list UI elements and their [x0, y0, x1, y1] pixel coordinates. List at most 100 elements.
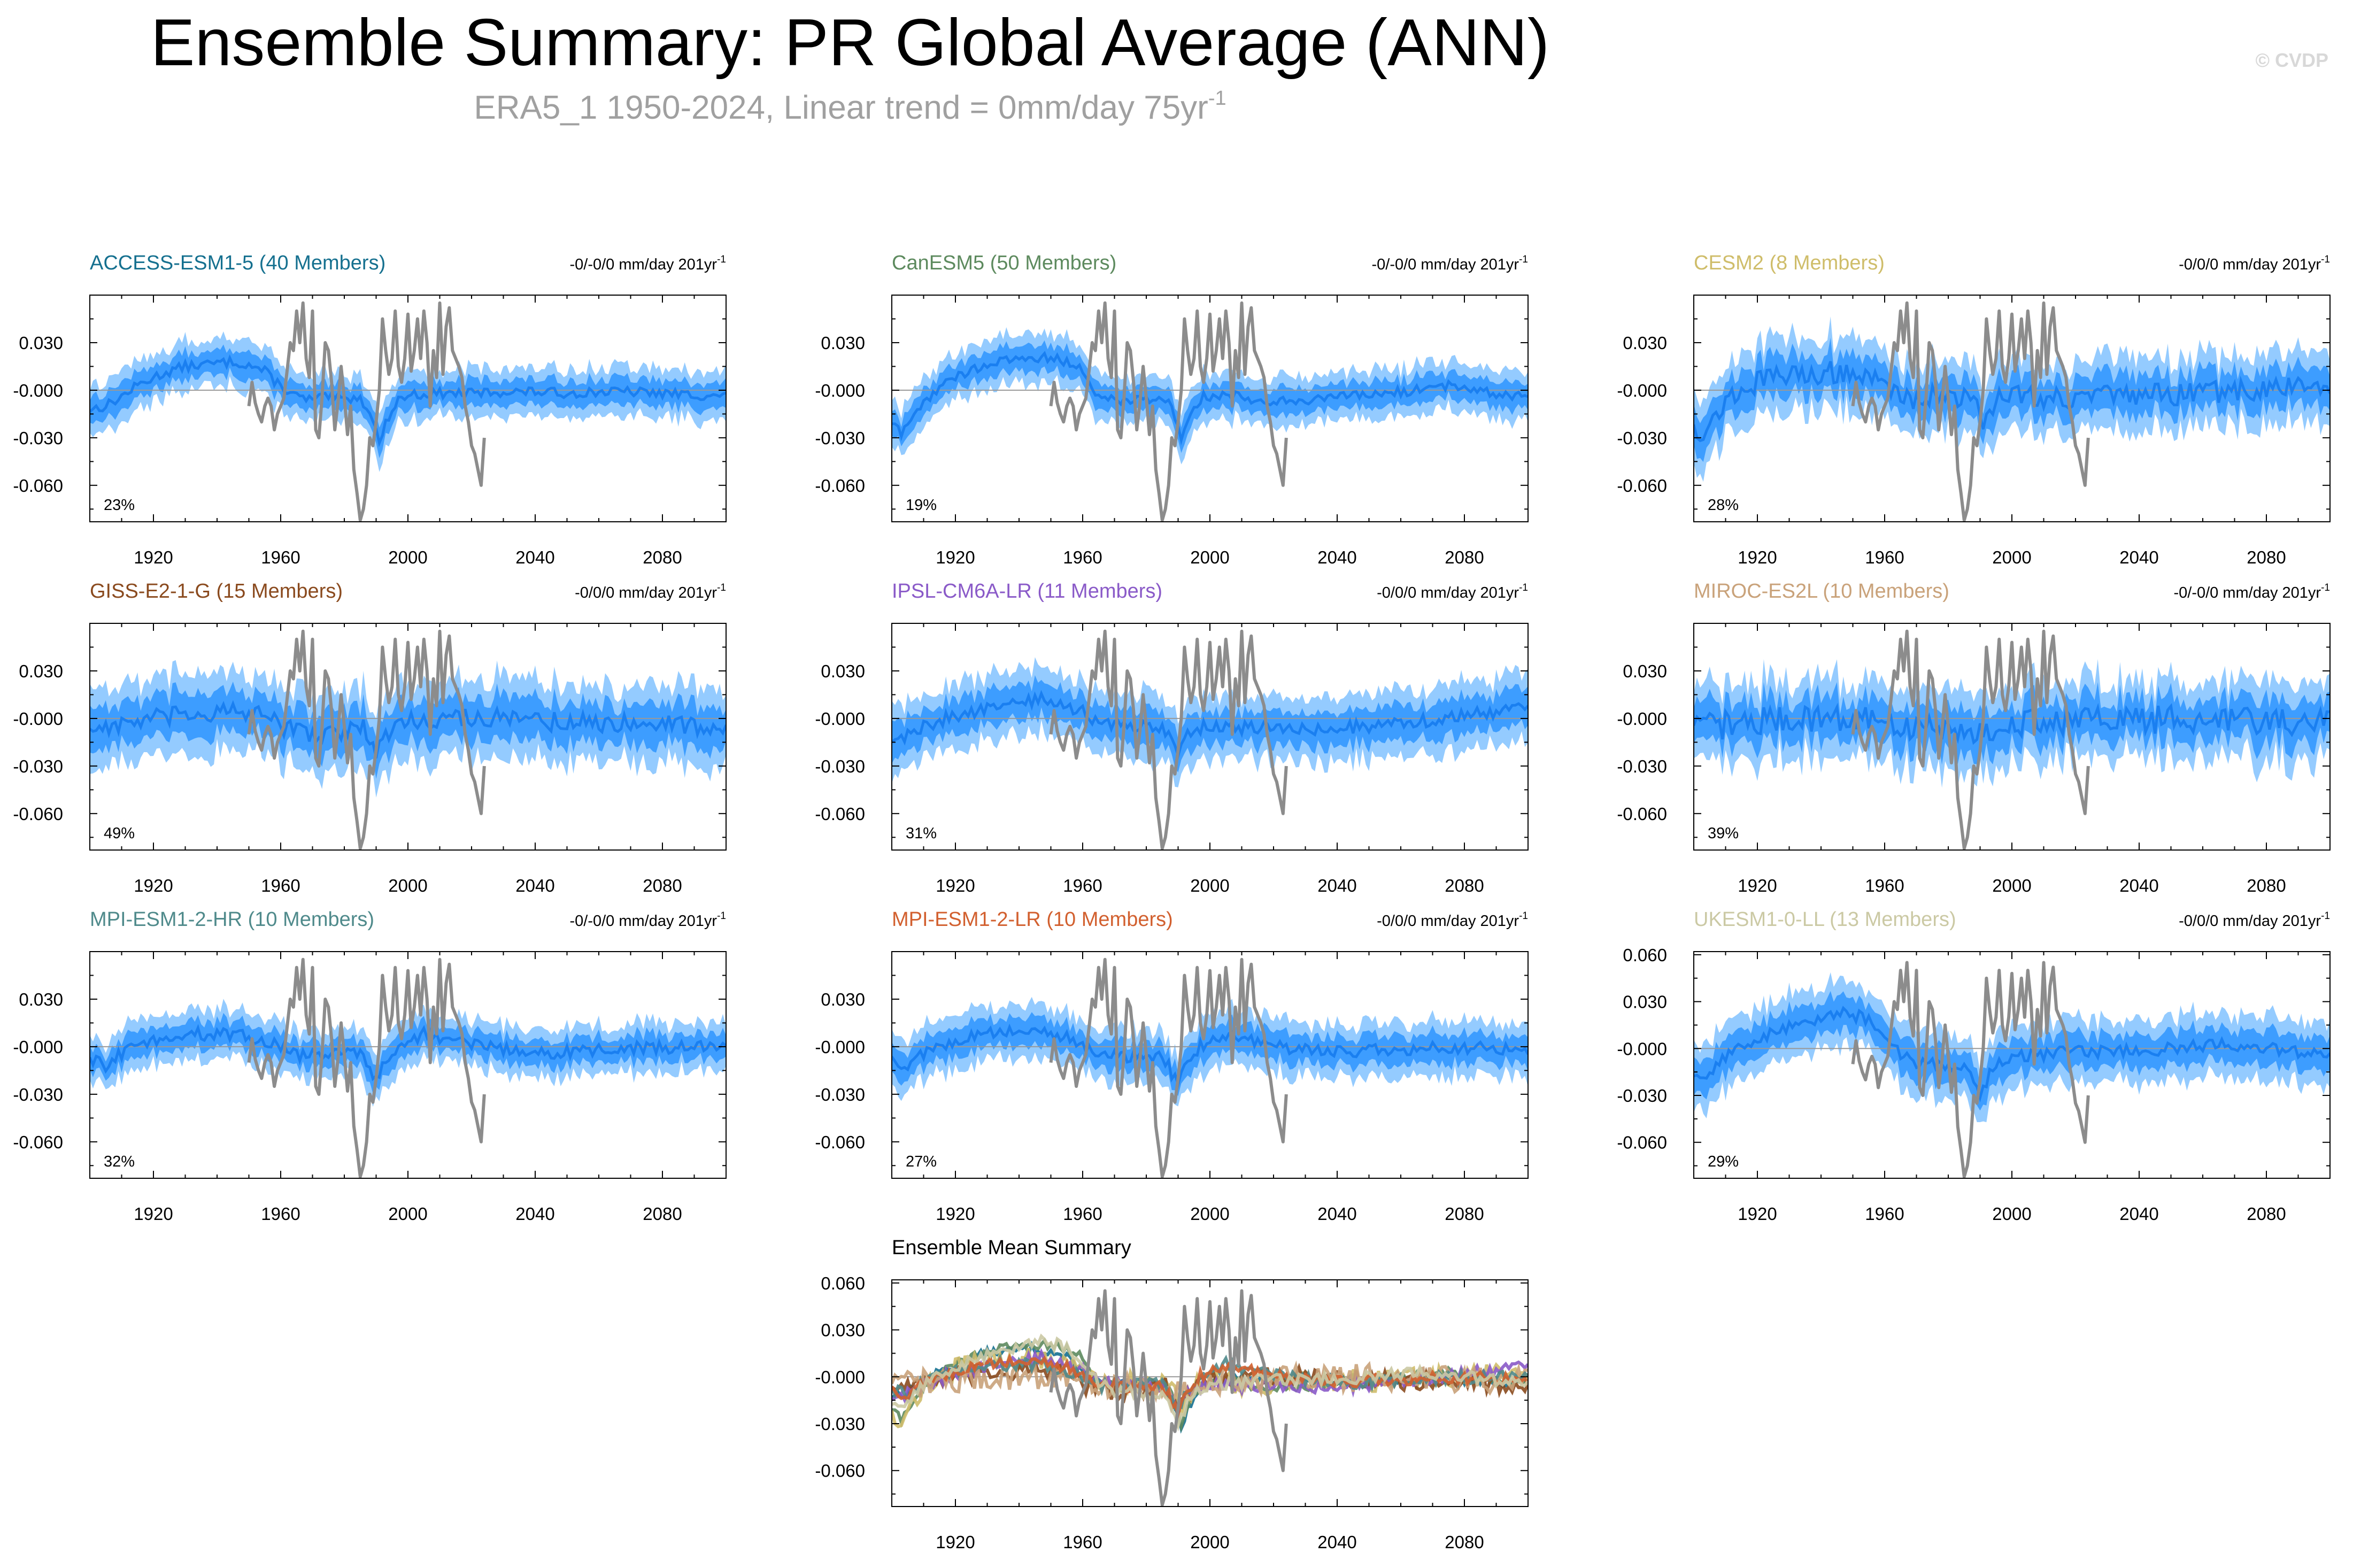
- y-tick-label: 0.060: [1623, 945, 1667, 965]
- panel-trend-label: -0/0/0 mm/day 201yr-1: [2179, 254, 2330, 273]
- summary-model-line: [892, 1333, 1528, 1432]
- panel-percent-label: 31%: [906, 825, 937, 842]
- panel-title: MPI-ESM1-2-LR (10 Members): [892, 908, 1173, 931]
- panel-title: UKESM1-0-LL (13 Members): [1694, 908, 1956, 931]
- x-tick-label: 2080: [2247, 876, 2286, 895]
- y-tick-label: -0.030: [1617, 1086, 1667, 1106]
- ensemble-inner-band: [1694, 682, 2330, 765]
- y-tick-label: -0.060: [1617, 1133, 1667, 1153]
- x-tick-label: 1960: [261, 876, 300, 895]
- x-tick-label: 1960: [1865, 876, 1904, 895]
- y-tick-label: -0.000: [1617, 381, 1667, 400]
- y-tick-label: -0.000: [1617, 709, 1667, 729]
- panel-plot-area: [90, 629, 726, 850]
- x-tick-label: 1960: [261, 547, 300, 567]
- y-tick-label: -0.030: [1617, 756, 1667, 776]
- observations-line: [1049, 957, 1288, 1178]
- panel-percent-label: 29%: [1708, 1153, 1739, 1170]
- observations-line: [1851, 961, 2090, 1178]
- chart-panel-6: MPI-ESM1-2-HR (10 Members) -0/-0/0 mm/day…: [13, 908, 727, 1224]
- chart-panel-3: GISS-E2-1-G (15 Members) -0/0/0 mm/day 20…: [13, 580, 727, 895]
- panel-trend-label: -0/-0/0 mm/day 201yr-1: [569, 910, 726, 930]
- panel-plot-area: [1694, 629, 2330, 850]
- panel-trend-text: -0/0/0 mm/day 201yr: [1377, 913, 1519, 930]
- page-title: Ensemble Summary: PR Global Average (ANN…: [151, 6, 1549, 80]
- y-tick-label: -0.030: [815, 756, 865, 776]
- x-tick-label: 1960: [1063, 547, 1102, 567]
- y-tick-label: -0.000: [815, 1367, 865, 1387]
- x-tick-label: 2000: [388, 1204, 427, 1224]
- x-tick-label: 2040: [515, 876, 554, 895]
- panel-title: ACCESS-ESM1-5 (40 Members): [90, 252, 385, 274]
- panel-trend-label: -0/-0/0 mm/day 201yr-1: [2173, 582, 2330, 601]
- panel-trend-label: -0/-0/0 mm/day 201yr-1: [569, 254, 726, 273]
- ensemble-mean-line: [90, 700, 726, 759]
- panel-plot-area: [90, 957, 726, 1178]
- observations-line: [1049, 629, 1288, 850]
- panel-title: CESM2 (8 Members): [1694, 252, 1885, 274]
- chart-panel-5: MIROC-ES2L (10 Members) -0/-0/0 mm/day 20…: [1617, 580, 2331, 895]
- y-tick-label: 0.030: [19, 661, 63, 681]
- y-tick-label: 0.030: [821, 333, 865, 353]
- x-tick-label: 2040: [515, 547, 554, 567]
- x-tick-label: 1960: [1063, 876, 1102, 895]
- x-tick-label: 1920: [1738, 547, 1777, 567]
- x-tick-label: 2000: [1992, 547, 2031, 567]
- x-tick-label: 2000: [388, 876, 427, 895]
- y-tick-label: -0.030: [815, 428, 865, 448]
- panel-trend-label: -0/-0/0 mm/day 201yr-1: [1371, 254, 1528, 273]
- x-tick-label: 1960: [1865, 547, 1904, 567]
- y-tick-label: -0.030: [1617, 428, 1667, 448]
- x-tick-label: 2080: [1445, 1532, 1484, 1552]
- x-tick-label: 2040: [1317, 1204, 1356, 1224]
- panel-trend-sup: -1: [717, 254, 726, 265]
- y-tick-label: -0.060: [815, 476, 865, 496]
- y-tick-label: -0.030: [815, 1085, 865, 1104]
- panel-percent-label: 28%: [1708, 497, 1739, 514]
- x-tick-label: 1960: [1063, 1204, 1102, 1224]
- ensemble-mean-line: [892, 690, 1528, 761]
- panel-trend-sup: -1: [1519, 582, 1528, 593]
- chart-panel-7: MPI-ESM1-2-LR (10 Members) -0/0/0 mm/day …: [815, 908, 1529, 1224]
- observations-line: [247, 957, 486, 1178]
- y-tick-label: -0.000: [815, 381, 865, 400]
- x-tick-label: 2000: [1190, 547, 1229, 567]
- y-tick-label: -0.030: [815, 1414, 865, 1434]
- chart-panel-1: CanESM5 (50 Members) -0/-0/0 mm/day 201yr…: [815, 252, 1529, 567]
- x-tick-label: 1920: [1738, 876, 1777, 895]
- panel-percent-label: 49%: [104, 825, 135, 842]
- panel-trend-text: -0/-0/0 mm/day 201yr: [569, 913, 717, 930]
- chart-panel-4: IPSL-CM6A-LR (11 Members) -0/0/0 mm/day 2…: [815, 580, 1529, 895]
- x-tick-label: 2080: [2247, 1204, 2286, 1224]
- ensemble-inner-band: [1694, 991, 2330, 1111]
- x-tick-label: 1920: [134, 876, 173, 895]
- observations-line: [1851, 301, 2090, 522]
- x-tick-label: 2040: [1317, 876, 1356, 895]
- x-tick-label: 1920: [134, 1204, 173, 1224]
- y-tick-label: 0.030: [821, 661, 865, 681]
- observations-line: [1049, 301, 1288, 522]
- x-tick-label: 1920: [134, 547, 173, 567]
- panel-trend-sup: -1: [1519, 254, 1528, 265]
- panel-percent-label: 23%: [104, 497, 135, 514]
- x-tick-label: 2080: [2247, 547, 2286, 567]
- page-subtitle-text: ERA5_1 1950-2024, Linear trend = 0mm/day…: [474, 89, 1208, 126]
- y-tick-label: -0.030: [13, 428, 63, 448]
- panel-percent-label: 39%: [1708, 825, 1739, 842]
- observations-line: [1049, 1289, 1288, 1507]
- observations-line: [247, 301, 486, 522]
- ensemble-mean-line: [1694, 361, 2330, 443]
- x-tick-label: 1920: [936, 876, 975, 895]
- panel-trend-label: -0/0/0 mm/day 201yr-1: [1377, 910, 1528, 930]
- y-tick-label: 0.030: [821, 1320, 865, 1340]
- panel-trend-text: -0/-0/0 mm/day 201yr: [1371, 256, 1519, 273]
- panel-trend-sup: -1: [717, 582, 726, 593]
- x-tick-label: 2080: [643, 876, 682, 895]
- panel-percent-label: 32%: [104, 1153, 135, 1170]
- y-tick-label: -0.030: [13, 1085, 63, 1104]
- ensemble-inner-band: [90, 344, 726, 458]
- panel-trend-sup: -1: [2321, 910, 2330, 922]
- panel-title: Ensemble Mean Summary: [892, 1237, 1131, 1259]
- ensemble-mean-line: [1694, 702, 2330, 745]
- x-tick-label: 2080: [1445, 547, 1484, 567]
